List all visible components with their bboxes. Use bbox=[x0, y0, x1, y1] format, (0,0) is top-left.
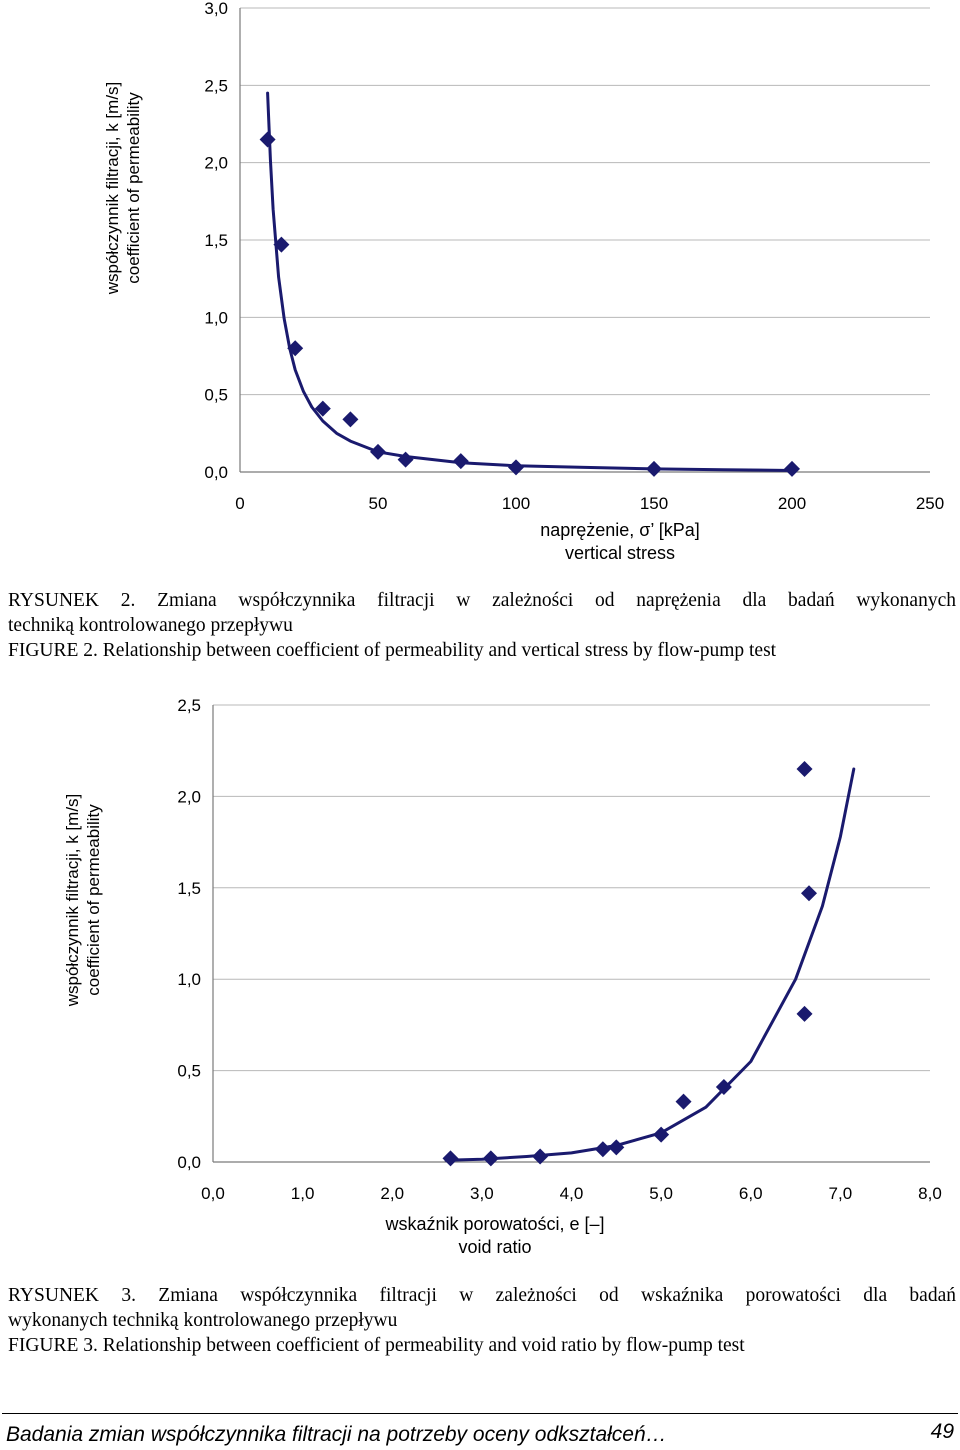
chart-2-y-tick-label: 0,0 bbox=[177, 1153, 201, 1172]
chart-1-point bbox=[508, 459, 524, 476]
chart-1-x-tick-label: 50 bbox=[369, 494, 388, 513]
chart-2-y-tick-label: 2,5 bbox=[177, 696, 201, 715]
figure-3-caption-pl-line1: RYSUNEK 3. Zmiana współczynnika filtracj… bbox=[8, 1285, 956, 1306]
figure-2-caption: RYSUNEK 2. Zmiana współczynnika filtracj… bbox=[8, 588, 956, 663]
chart-2: 0,0 0,5 1,0 1,5 2,0 2,5 0,0 1,0 2,0 3,0 4,0 5,0 6,0 7… bbox=[177, 696, 942, 1203]
figure-2-caption-pl-line2: techniką kontrolowanego przepływu bbox=[8, 615, 293, 636]
chart-2-y-axis-label: współczynnik filtracji, k [m/s] coeffici… bbox=[62, 690, 106, 1110]
chart-2-point bbox=[532, 1148, 549, 1165]
chart-2-x-axis-label-line1: wskaźnik porowatości, e [–] bbox=[385, 1214, 605, 1234]
chart-1-point bbox=[784, 460, 800, 477]
chart-1-x-axis-label: naprężenie, σ’ [kPa] vertical stress bbox=[440, 519, 800, 565]
chart-2-x-tick-label: 2,0 bbox=[380, 1184, 404, 1203]
figure-2-caption-en: FIGURE 2. Relationship between coefficie… bbox=[8, 640, 777, 661]
chart-1-y-tick-label: 0,5 bbox=[204, 386, 228, 405]
figure-3-caption-en: FIGURE 3. Relationship between coefficie… bbox=[8, 1335, 745, 1356]
chart-1-y-axis-label-line2: coefficient of permeability bbox=[124, 92, 143, 284]
chart-2-point bbox=[715, 1079, 732, 1096]
chart-1-x-tick-label: 0 bbox=[235, 494, 244, 513]
figure-3-caption: RYSUNEK 3. Zmiana współczynnika filtracj… bbox=[8, 1283, 956, 1358]
chart-2-y-tick-label: 1,5 bbox=[177, 879, 201, 898]
chart-1-y-axis-label-line1: współczynnik filtracji, k [m/s] bbox=[103, 81, 122, 295]
chart-1-y-tick-label: 0,0 bbox=[204, 463, 228, 482]
chart-1-x-tick-label: 250 bbox=[916, 494, 944, 513]
chart-2-point bbox=[594, 1141, 611, 1158]
figure-2-caption-pl-line1: RYSUNEK 2. Zmiana współczynnika filtracj… bbox=[8, 590, 956, 611]
chart-2-x-axis-label: wskaźnik porowatości, e [–] void ratio bbox=[315, 1213, 675, 1259]
chart-2-x-tick-label: 3,0 bbox=[470, 1184, 494, 1203]
chart-1-point bbox=[370, 443, 386, 460]
chart-2-x-tick-label: 5,0 bbox=[649, 1184, 673, 1203]
chart-2-point bbox=[796, 760, 813, 777]
chart-2-y-tick-label: 2,0 bbox=[177, 787, 201, 806]
chart-2-point bbox=[675, 1093, 692, 1110]
page-number: 49 bbox=[930, 1420, 954, 1443]
chart-2-point bbox=[482, 1150, 499, 1167]
chart-1-y-tick-label: 1,0 bbox=[204, 308, 228, 327]
chart-2-point bbox=[801, 885, 818, 902]
chart-2-y-tick-label: 0,5 bbox=[177, 1062, 201, 1081]
chart-2-y-axis-label-line1: współczynnik filtracji, k [m/s] bbox=[63, 793, 82, 1007]
chart-2-point bbox=[608, 1139, 625, 1156]
chart-2-x-tick-label: 7,0 bbox=[829, 1184, 853, 1203]
chart-2-point bbox=[653, 1126, 670, 1143]
chart-1-point bbox=[314, 400, 331, 417]
chart-1-point bbox=[342, 411, 359, 428]
chart-1-x-axis-label-line2: vertical stress bbox=[564, 543, 676, 563]
chart-1-trendline bbox=[266, 91, 794, 472]
chart-1-x-axis-label-line1: naprężenie, σ’ [kPa] bbox=[540, 520, 700, 540]
chart-1-x-tick-label: 200 bbox=[778, 494, 806, 513]
chart-1-y-axis-label: współczynnik filtracji, k [m/s] coeffici… bbox=[102, 0, 146, 398]
chart-2-x-axis-label-line2: void ratio bbox=[458, 1237, 532, 1257]
chart-2-y-axis-label-line2: coefficient of permeability bbox=[84, 804, 103, 996]
chart-2-point bbox=[796, 1005, 813, 1022]
chart-1-y-tick-label: 2,0 bbox=[204, 154, 228, 173]
chart-1: 0,0 0,5 1,0 1,5 2,0 2,5 3,0 0 50 100 150 200 250 bbox=[204, 0, 944, 513]
chart-1-x-tick-label: 100 bbox=[502, 494, 530, 513]
chart-1-y-tick-label: 2,5 bbox=[204, 76, 228, 95]
chart-2-x-tick-label: 6,0 bbox=[739, 1184, 763, 1203]
chart-1-point bbox=[287, 340, 304, 357]
chart-1-point bbox=[397, 451, 414, 468]
chart-2-x-tick-label: 8,0 bbox=[918, 1184, 942, 1203]
page-footer: Badania zmian współczynnika filtracji na… bbox=[2, 1413, 958, 1450]
chart-2-x-tick-label: 0,0 bbox=[201, 1184, 225, 1203]
chart-1-point bbox=[452, 453, 469, 470]
chart-1-y-tick-label: 1,5 bbox=[204, 231, 228, 250]
chart-1-point bbox=[259, 131, 276, 148]
chart-2-point bbox=[442, 1150, 459, 1167]
figure-3-caption-pl-line2: wykonanych techniką kontrolowanego przep… bbox=[8, 1310, 398, 1331]
chart-1-y-tick-label: 3,0 bbox=[204, 0, 228, 18]
chart-1-point bbox=[273, 236, 290, 253]
chart-2-x-tick-label: 1,0 bbox=[291, 1184, 315, 1203]
chart-2-y-tick-label: 1,0 bbox=[177, 970, 201, 989]
footer-title: Badania zmian współczynnika filtracji na… bbox=[6, 1423, 667, 1446]
chart-2-trendline bbox=[444, 767, 856, 1162]
chart-1-x-tick-label: 150 bbox=[640, 494, 668, 513]
chart-2-x-tick-label: 4,0 bbox=[560, 1184, 584, 1203]
chart-1-point bbox=[646, 460, 662, 477]
